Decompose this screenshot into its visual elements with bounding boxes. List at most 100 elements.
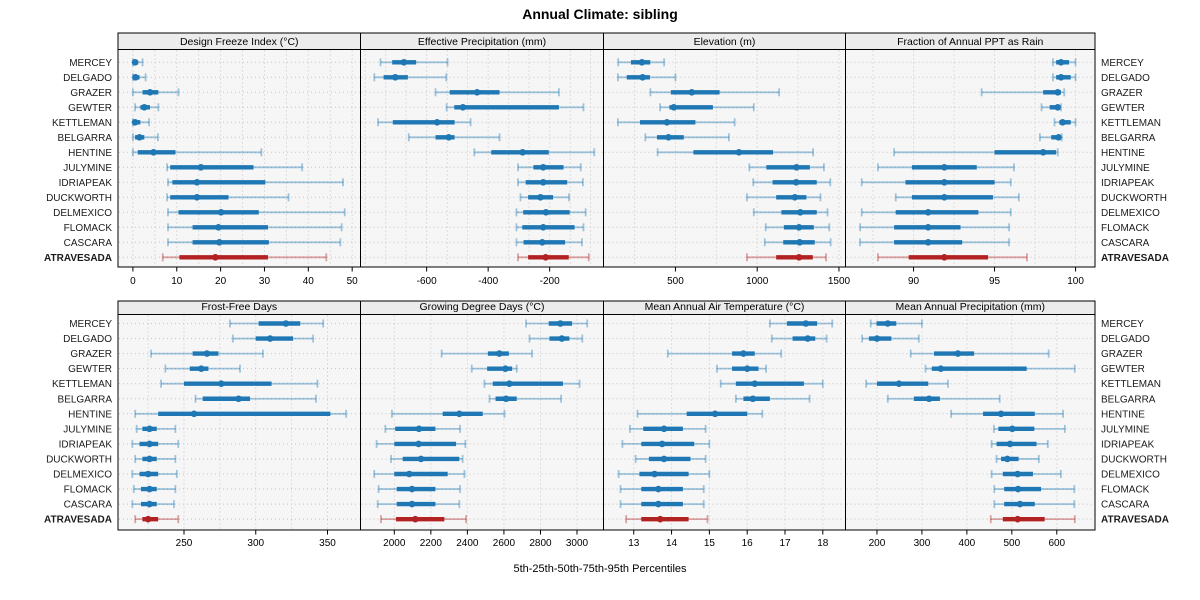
- median-dot: [1004, 455, 1011, 463]
- percentile-row-cascara: [859, 238, 1011, 247]
- median-dot: [558, 335, 566, 342]
- median-dot: [144, 470, 152, 478]
- median-dot: [150, 149, 157, 156]
- row-label-right: CASCARA: [1101, 238, 1150, 249]
- median-dot: [415, 425, 423, 433]
- percentile-row-duckworth: [390, 454, 464, 463]
- percentile-row-mercey: [768, 319, 834, 328]
- median-dot: [146, 455, 153, 463]
- median-dot: [873, 335, 881, 342]
- median-dot: [542, 209, 550, 216]
- percentile-row-idriapeak: [860, 178, 1012, 187]
- x-tick-label: 350: [319, 538, 336, 549]
- row-label-right: DUCKWORTH: [1101, 193, 1167, 204]
- x-tick-label: 2000: [383, 538, 406, 549]
- percentile-row-delmexico: [752, 208, 829, 217]
- percentile-row-grazer: [150, 349, 264, 358]
- median-dot: [639, 74, 646, 81]
- percentile-row-hentine: [636, 409, 764, 418]
- row-label-right: GRAZER: [1101, 88, 1143, 99]
- median-dot: [412, 515, 419, 523]
- row-label-left: MERCEY: [69, 58, 112, 69]
- median-dot: [656, 515, 664, 523]
- percentile-row-duckworth: [634, 454, 707, 463]
- percentile-row-flomack: [167, 223, 343, 232]
- percentile-row-hentine: [473, 148, 596, 157]
- median-dot: [557, 320, 564, 327]
- percentile-row-hentine: [893, 148, 1059, 157]
- x-tick-label: 30: [259, 276, 271, 287]
- median-dot: [1057, 74, 1065, 81]
- row-label-left: FLOMACK: [64, 223, 113, 234]
- median-dot: [141, 104, 148, 111]
- percentile-row-delmexico: [373, 470, 466, 478]
- percentile-row-kettleman: [160, 379, 319, 388]
- panel-1: Design Freeze Index (°C) 0 10 20 30 40 50 MERCE…: [44, 32, 361, 287]
- median-dot: [997, 410, 1005, 418]
- percentile-row-mercey: [379, 58, 449, 67]
- median-dot: [538, 239, 546, 246]
- median-dot: [1006, 440, 1014, 448]
- x-tick-label: -600: [417, 276, 437, 287]
- percentile-row-cascara: [619, 500, 705, 509]
- median-dot: [405, 470, 413, 478]
- x-tick-label: 500: [667, 276, 684, 287]
- percentile-row-mercey: [1051, 58, 1077, 67]
- row-label-left: GRAZER: [70, 349, 112, 360]
- percentile-row-kettleman: [719, 379, 824, 388]
- percentile-row-idriapeak: [167, 178, 344, 187]
- row-label-right: HENTINE: [1101, 409, 1145, 420]
- percentile-row-julymine: [877, 163, 1015, 172]
- median-dot: [791, 194, 799, 201]
- row-label-right: CASCARA: [1101, 500, 1150, 511]
- x-tick-label: 2800: [529, 538, 552, 549]
- percentile-row-grazer: [649, 88, 781, 97]
- panel-8: Mean Annual Precipitation (mm) 200 300 400 5…: [845, 300, 1169, 549]
- percentile-row-grazer: [909, 349, 1050, 358]
- median-dot: [1014, 470, 1021, 478]
- percentile-row-duckworth: [134, 454, 177, 463]
- row-label-left: FLOMACK: [64, 485, 113, 496]
- percentile-row-atravesada: [877, 253, 1028, 262]
- x-tick-label: 16: [742, 538, 754, 549]
- median-dot: [1057, 59, 1065, 66]
- x-tick-label: -400: [478, 276, 498, 287]
- median-dot: [417, 455, 425, 463]
- median-dot: [941, 253, 948, 261]
- row-label-right: JULYMINE: [1101, 424, 1150, 435]
- percentile-row-flomack: [993, 485, 1076, 494]
- row-label-left: DUCKWORTH: [46, 454, 112, 465]
- row-label-right: BELGARRA: [1101, 394, 1156, 405]
- percentile-row-julymine: [992, 424, 1066, 433]
- median-dot: [638, 59, 646, 66]
- row-label-right: IDRIAPEAK: [1101, 439, 1155, 450]
- row-label-right: BELGARRA: [1101, 133, 1156, 144]
- row-label-right: DELMEXICO: [1101, 208, 1160, 219]
- median-dot: [795, 224, 803, 231]
- median-dot: [537, 194, 544, 201]
- panel-strip-title: Effective Precipitation (mm): [418, 36, 546, 48]
- median-dot: [519, 149, 526, 156]
- median-dot: [146, 485, 153, 493]
- row-label-left: CASCARA: [64, 500, 113, 511]
- row-label-left: ATRAVESADA: [44, 253, 112, 264]
- percentile-row-flomack: [132, 485, 177, 494]
- percentile-row-idriapeak: [131, 439, 180, 448]
- panel-3: Elevation (m) 500 1000 1500: [603, 32, 851, 287]
- median-dot: [743, 365, 751, 372]
- percentile-row-hentine: [132, 148, 263, 157]
- row-label-left: BELGARRA: [58, 133, 113, 144]
- row-label-left: BELGARRA: [58, 394, 113, 405]
- panel-area: [845, 314, 1096, 531]
- median-dot: [146, 500, 153, 508]
- row-label-right: GRAZER: [1101, 349, 1143, 360]
- row-label-left: KETTLEMAN: [52, 379, 112, 390]
- x-tick-label: 13: [628, 538, 640, 549]
- row-label-right: FLOMACK: [1101, 223, 1150, 234]
- median-dot: [445, 134, 453, 141]
- median-dot: [266, 335, 274, 342]
- median-dot: [473, 89, 481, 96]
- x-tick-label: 14: [666, 538, 678, 549]
- median-dot: [1054, 104, 1062, 111]
- median-dot: [539, 224, 547, 231]
